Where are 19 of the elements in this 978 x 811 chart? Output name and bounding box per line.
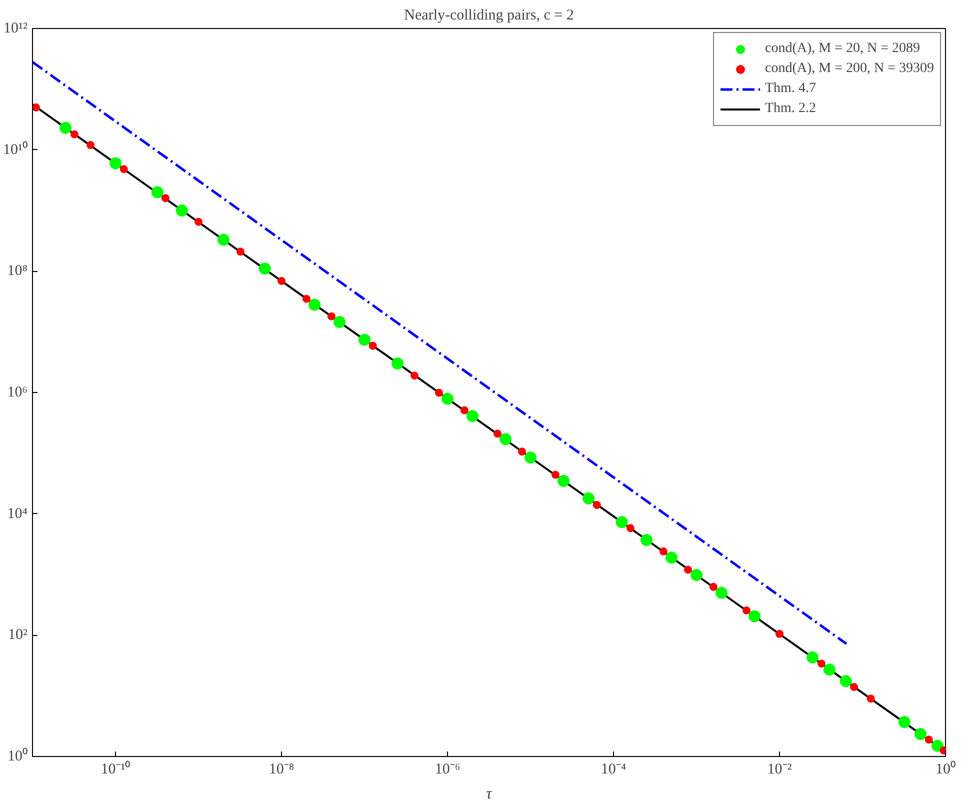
legend-label: Thm. 4.7 <box>765 81 816 97</box>
x-tick-label: 10⁻² <box>767 762 792 778</box>
x-tick-label: 10⁻⁶ <box>434 762 460 778</box>
x-tick-label: 10⁰ <box>936 760 956 778</box>
x-tick-label: 10⁻¹⁰ <box>100 760 130 778</box>
chart-title: Nearly-colliding pairs, c = 2 <box>404 8 574 24</box>
y-tick-label: 10⁶ <box>7 384 28 400</box>
y-tick-label: 10⁴ <box>7 506 28 522</box>
y-tick-label: 10¹² <box>4 20 28 36</box>
y-tick-label: 10⁸ <box>7 263 28 280</box>
y-tick-label: 10² <box>8 627 28 644</box>
x-tick-label: 10⁻⁴ <box>600 762 626 778</box>
legend-label: cond(A), M = 200, N = 39309 <box>765 61 934 77</box>
legend-label: Thm. 2.2 <box>765 101 816 117</box>
legend-label: cond(A), M = 20, N = 2089 <box>765 41 920 57</box>
x-axis-title: τ <box>486 786 494 802</box>
y-tick-label: 10⁰ <box>8 748 28 764</box>
y-tick-label: 10¹⁰ <box>3 140 28 158</box>
x-tick-label: 10⁻⁸ <box>268 762 294 778</box>
